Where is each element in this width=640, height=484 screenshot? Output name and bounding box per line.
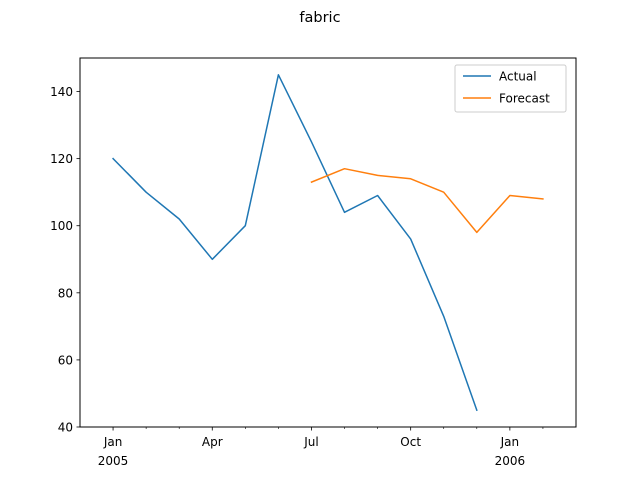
y-tick-label: 140 bbox=[50, 85, 73, 99]
plot-lines bbox=[112, 74, 544, 412]
x-tick-label: Apr bbox=[202, 435, 223, 449]
x-tick-year-label: 2006 bbox=[495, 454, 526, 468]
series-line-actual bbox=[112, 74, 478, 412]
series-line-forecast bbox=[310, 167, 544, 234]
x-tick-label: Jul bbox=[303, 435, 318, 449]
y-tick-label: 60 bbox=[58, 353, 73, 367]
x-tick-year-label: 2005 bbox=[98, 454, 129, 468]
x-tick-label: Jan bbox=[500, 435, 520, 449]
x-tick-label: Jan bbox=[103, 435, 123, 449]
x-axis: Jan 2005 Apr Jul Oct Jan 2006 bbox=[98, 427, 544, 468]
y-tick-label: 40 bbox=[58, 421, 73, 435]
y-axis: 40 60 80 100 120 140 bbox=[50, 85, 80, 435]
legend-label-actual: Actual bbox=[499, 70, 537, 84]
y-tick-label: 100 bbox=[50, 219, 73, 233]
chart-title: fabric bbox=[299, 10, 340, 26]
legend: Actual Forecast bbox=[454, 64, 567, 113]
plot-frame bbox=[79, 57, 577, 428]
x-tick-label: Oct bbox=[400, 435, 421, 449]
y-tick-label: 80 bbox=[58, 286, 73, 300]
y-tick-label: 120 bbox=[50, 152, 73, 166]
legend-label-forecast: Forecast bbox=[499, 92, 550, 106]
